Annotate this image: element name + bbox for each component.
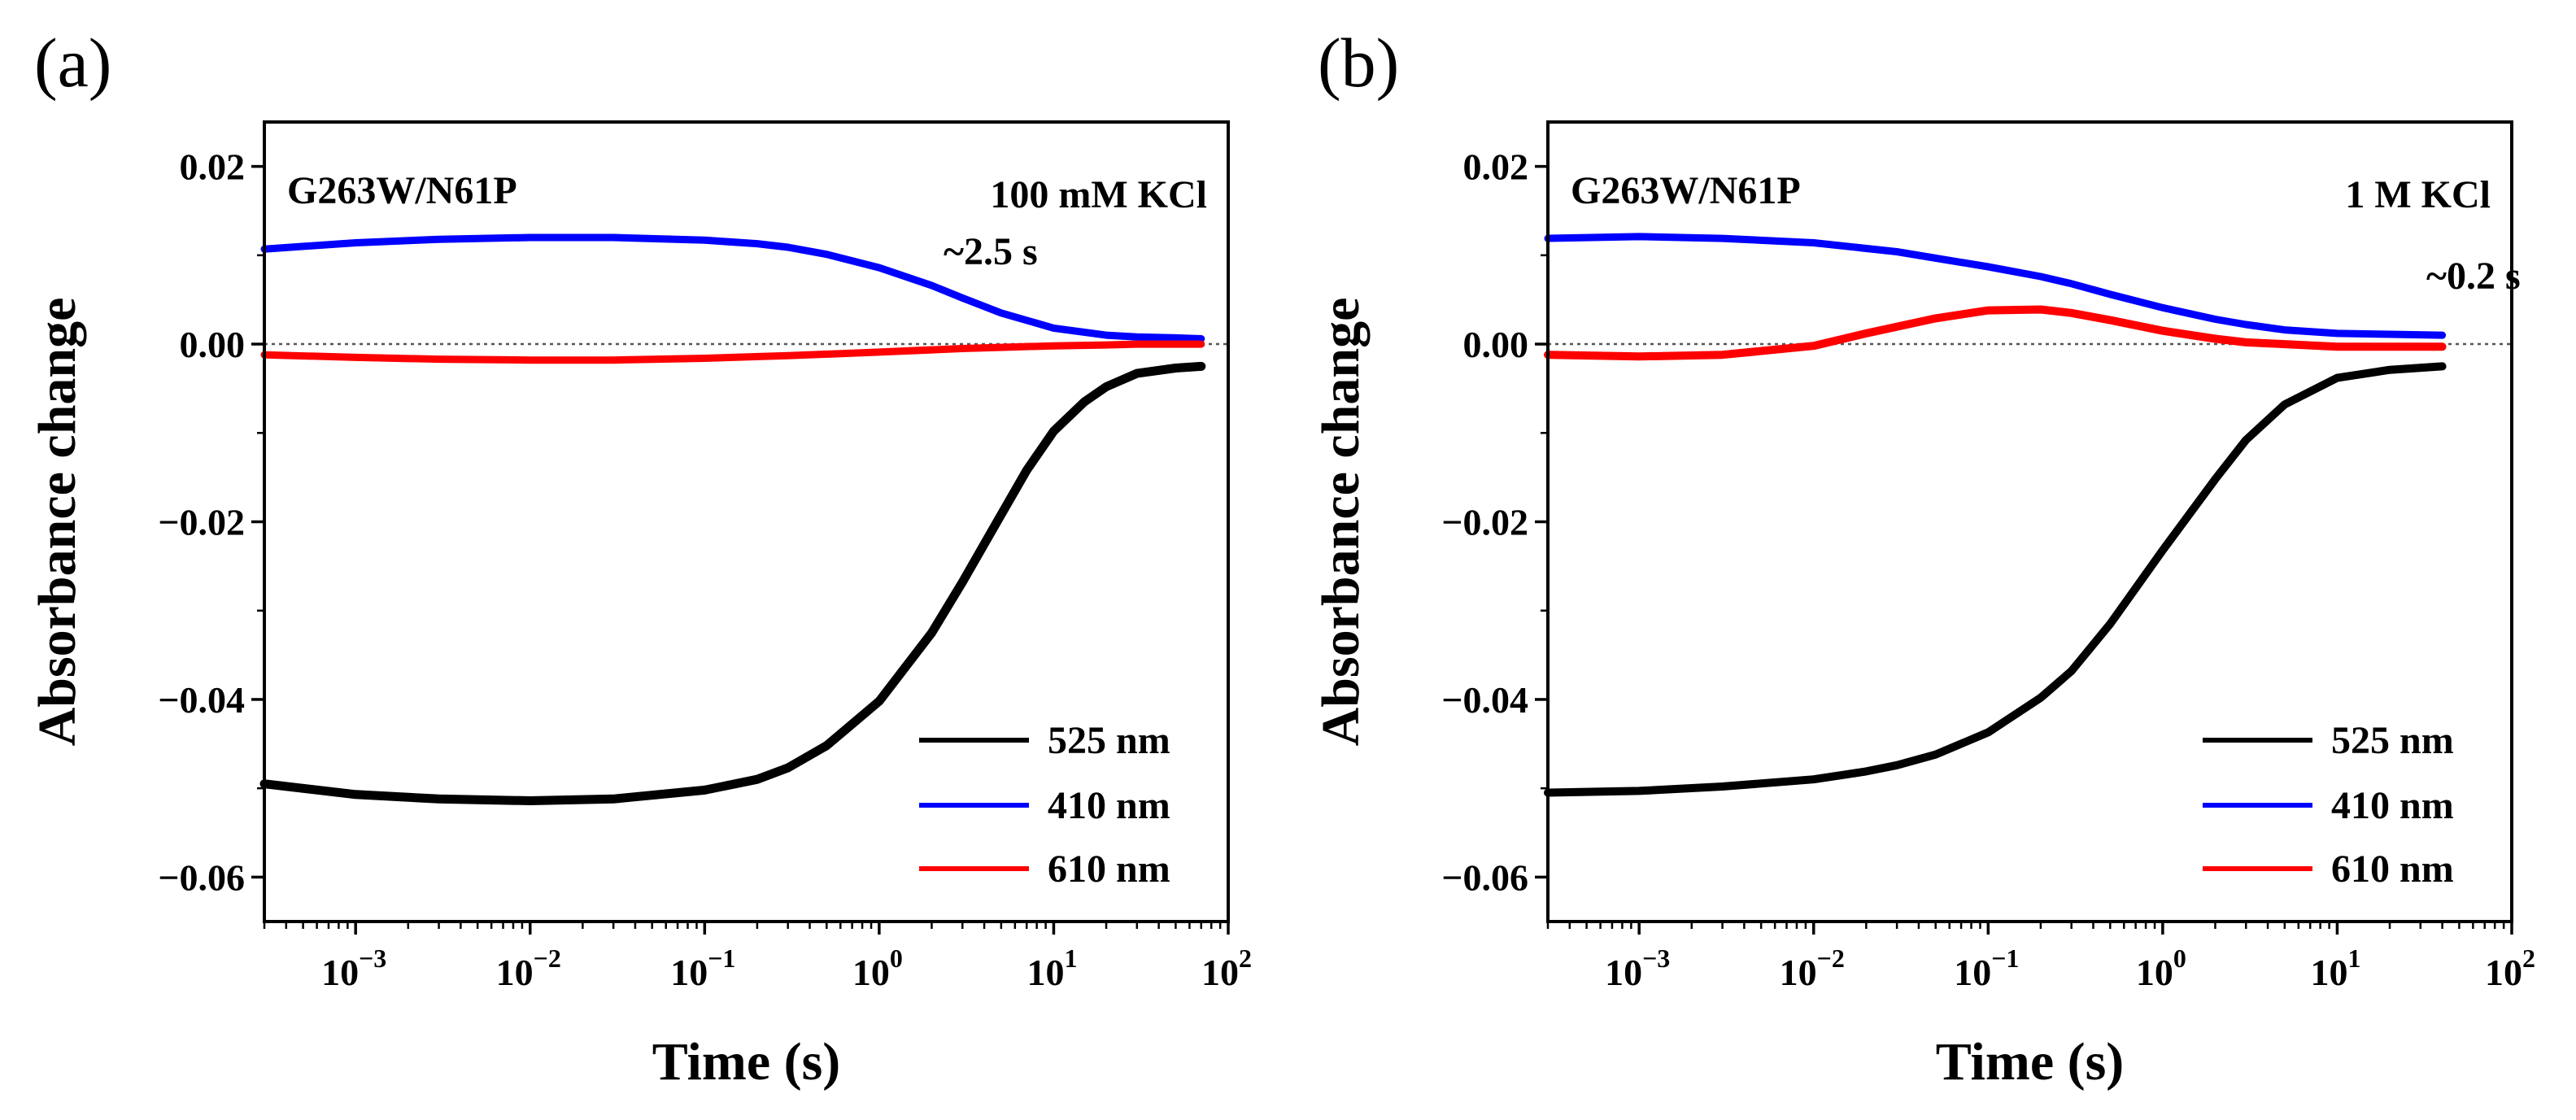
x-tick-exponent: −1 (1991, 944, 2019, 973)
x-tick-label-5: 102 (2485, 944, 2535, 993)
x-tick-base: 10 (321, 952, 359, 993)
x-tick-base: 10 (852, 952, 890, 993)
x-tick-exponent: 1 (1064, 944, 1077, 973)
time-annotation: ~0.2 s (2426, 255, 2521, 298)
sample-label: G263W/N61P (287, 169, 517, 212)
x-tick-label-4: 101 (1026, 944, 1077, 993)
x-tick-exponent: 0 (2173, 944, 2186, 973)
y-axis-title: Absorbance change (1311, 298, 1371, 747)
legend-label-1: 410 nm (2331, 784, 2454, 827)
panel-label: (b) (1318, 24, 1399, 102)
legend-label-2: 610 nm (2331, 848, 2454, 891)
series-line-1 (1544, 233, 2447, 339)
x-axis-title: Time (s) (1936, 1032, 2125, 1092)
x-tick-label-0: 10−3 (1605, 944, 1670, 993)
x-tick-base: 10 (1605, 952, 1642, 993)
x-tick-exponent: −2 (1817, 944, 1845, 973)
x-tick-base: 10 (1026, 952, 1064, 993)
x-tick-label-1: 10−2 (496, 944, 561, 993)
x-tick-base: 10 (1780, 952, 1817, 993)
x-tick-label-2: 10−1 (670, 944, 735, 993)
x-tick-exponent: −3 (1642, 944, 1670, 973)
legend-label-0: 525 nm (1048, 719, 1170, 762)
y-tick-label-3: −0.04 (1441, 679, 1528, 721)
x-tick-base: 10 (496, 952, 534, 993)
x-tick-exponent: 2 (1239, 944, 1252, 973)
sample-label: G263W/N61P (1571, 169, 1801, 212)
legend-label-0: 525 nm (2331, 719, 2454, 762)
x-tick-label-1: 10−2 (1780, 944, 1845, 993)
y-tick-label-2: −0.02 (1441, 502, 1528, 543)
y-tick-label-3: −0.04 (158, 679, 245, 721)
x-tick-label-0: 10−3 (321, 944, 386, 993)
x-tick-exponent: 1 (2347, 944, 2360, 973)
series-line-0 (1544, 362, 2447, 797)
legend-label-2: 610 nm (1048, 848, 1170, 891)
x-axis-title: Time (s) (652, 1032, 841, 1092)
x-tick-label-3: 100 (852, 944, 903, 993)
x-tick-base: 10 (2136, 952, 2173, 993)
x-tick-label-4: 101 (2310, 944, 2360, 993)
x-tick-label-2: 10−1 (1954, 944, 2019, 993)
time-annotation: ~2.5 s (944, 230, 1038, 273)
x-tick-exponent: −3 (359, 944, 386, 973)
x-tick-label-5: 102 (1201, 944, 1252, 993)
x-tick-base: 10 (1201, 952, 1239, 993)
x-tick-base: 10 (1954, 952, 1991, 993)
series-line-1 (260, 233, 1205, 342)
x-tick-base: 10 (2485, 952, 2522, 993)
x-tick-exponent: −2 (534, 944, 561, 973)
y-axis-title: Absorbance change (28, 298, 87, 747)
condition-label: 1 M KCl (2345, 173, 2491, 216)
x-tick-exponent: −1 (708, 944, 735, 973)
panel-label: (a) (34, 24, 111, 102)
y-tick-label-2: −0.02 (158, 502, 245, 543)
condition-label: 100 mM KCl (990, 173, 1207, 216)
x-tick-base: 10 (2310, 952, 2347, 993)
x-tick-exponent: 0 (890, 944, 903, 973)
y-tick-label-4: −0.06 (158, 856, 245, 898)
x-tick-base: 10 (670, 952, 708, 993)
y-tick-label-1: 0.00 (180, 324, 246, 365)
series-line-2 (1544, 305, 2447, 361)
legend-label-1: 410 nm (1048, 784, 1170, 827)
series-line-2 (260, 340, 1205, 364)
x-tick-exponent: 2 (2522, 944, 2535, 973)
y-tick-label-0: 0.02 (180, 146, 246, 188)
y-tick-label-4: −0.06 (1441, 856, 1528, 898)
y-tick-label-1: 0.00 (1463, 324, 1529, 365)
y-tick-label-0: 0.02 (1463, 146, 1529, 188)
x-tick-label-3: 100 (2136, 944, 2186, 993)
series-line-0 (259, 361, 1206, 805)
